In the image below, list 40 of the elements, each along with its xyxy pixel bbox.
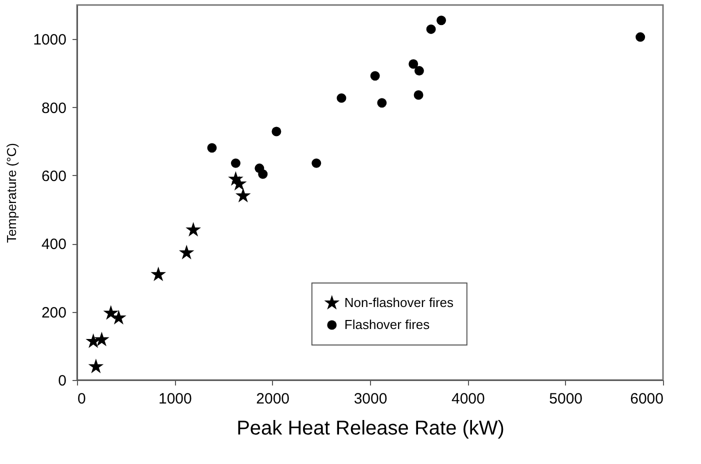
legend-label: Non-flashover fires <box>344 295 454 310</box>
point <box>150 266 166 282</box>
point <box>178 244 194 260</box>
point <box>436 16 446 26</box>
y-tick-label: 400 <box>41 236 66 254</box>
point <box>88 358 104 374</box>
x-tick-label: 0 <box>78 390 86 408</box>
point <box>258 169 268 179</box>
y-tick-label: 800 <box>41 100 66 117</box>
x-tick-label: 3000 <box>354 390 388 408</box>
point <box>426 24 436 34</box>
point <box>103 305 119 320</box>
x-tick-label: 1000 <box>158 390 192 408</box>
y-tick-label: 600 <box>41 168 66 185</box>
point <box>414 66 424 76</box>
point <box>235 188 251 202</box>
point <box>231 176 247 190</box>
legend-label: Flashover fires <box>344 317 430 332</box>
x-tick-label: 5000 <box>549 390 583 408</box>
y-tick-label: 200 <box>41 304 66 322</box>
point <box>377 98 387 108</box>
x-tick-label: 2000 <box>256 390 290 408</box>
point <box>230 158 240 168</box>
x-tick-label: 4000 <box>451 390 485 408</box>
y-tick-label: 0 <box>58 372 66 390</box>
point <box>336 93 346 103</box>
point <box>272 126 282 136</box>
x-tick-label: 6000 <box>630 390 664 408</box>
x-axis-title: Peak Heat Release Rate (kW) <box>236 418 504 440</box>
point <box>414 90 424 100</box>
point <box>86 333 101 348</box>
y-axis-title: Temperature (°C) <box>4 143 20 243</box>
point <box>312 158 322 168</box>
point <box>636 32 646 42</box>
point <box>207 143 217 153</box>
point <box>186 222 201 237</box>
point <box>370 71 380 81</box>
point <box>408 59 418 69</box>
y-tick-label: 1000 <box>33 32 66 49</box>
point <box>94 332 110 346</box>
